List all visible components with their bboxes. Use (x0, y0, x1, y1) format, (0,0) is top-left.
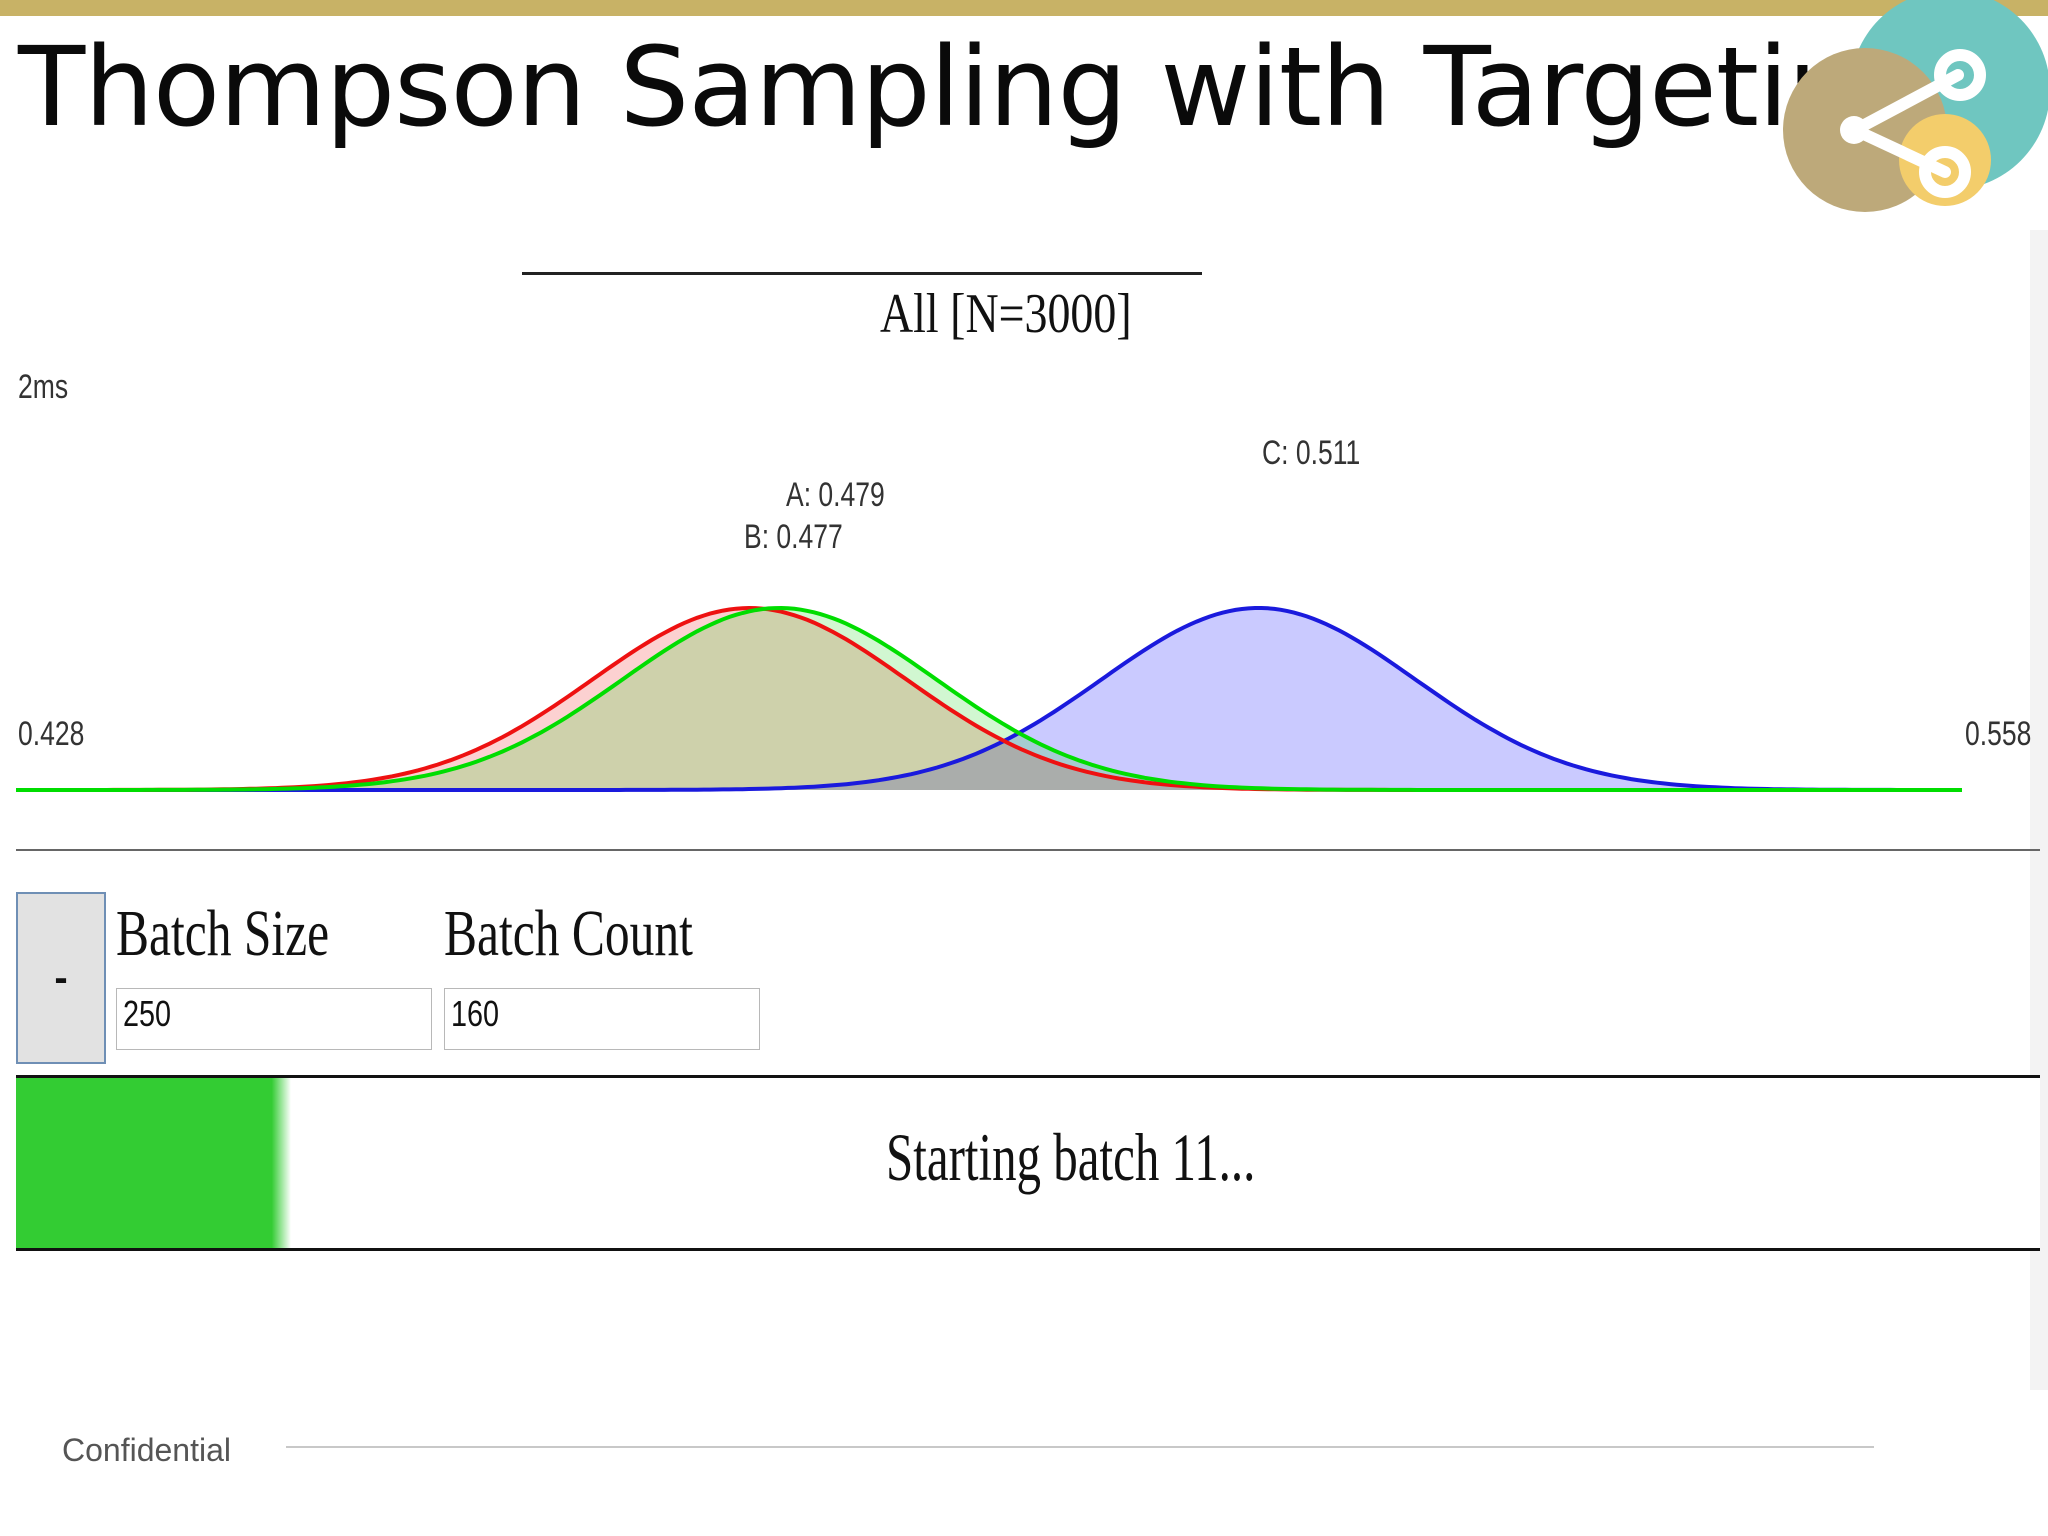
y-axis-label: 2ms (18, 368, 69, 406)
chart-divider (16, 849, 2040, 851)
footer-rule (286, 1446, 1874, 1448)
annotation-c: C: 0.511 (1262, 434, 1361, 472)
area-c (16, 608, 1962, 790)
distribution-chart (16, 605, 1962, 792)
footer-confidential: Confidential (62, 1432, 231, 1468)
batch-size-value: 250 (123, 993, 172, 1034)
annotation-a: A: 0.479 (786, 476, 885, 514)
progress-bar: Starting batch 11... (16, 1075, 2040, 1251)
batch-size-input[interactable]: 250 (116, 988, 432, 1050)
minus-button[interactable]: - (16, 892, 106, 1064)
chart-title-bar (522, 272, 1202, 275)
batch-count-label: Batch Count (444, 897, 693, 970)
progress-status: Starting batch 11... (886, 1119, 1256, 1195)
top-accent-bar (0, 0, 2048, 16)
batch-count-input[interactable]: 160 (444, 988, 760, 1050)
curve-a (16, 605, 1962, 792)
chart-title: All [N=3000] (880, 283, 1132, 345)
curve-c (16, 606, 1962, 792)
batch-size-label: Batch Size (116, 897, 330, 970)
area-b (16, 608, 1962, 790)
progress-fill (16, 1078, 292, 1248)
annotation-b: B: 0.477 (744, 518, 843, 556)
share-logo-icon (1783, 0, 2048, 212)
batch-count-value: 160 (451, 993, 500, 1034)
area-a (16, 608, 1962, 790)
slide-title: Thompson Sampling with Targeting (18, 23, 1926, 151)
x-max-label: 0.558 (1965, 715, 2032, 753)
x-min-label: 0.428 (18, 715, 85, 753)
